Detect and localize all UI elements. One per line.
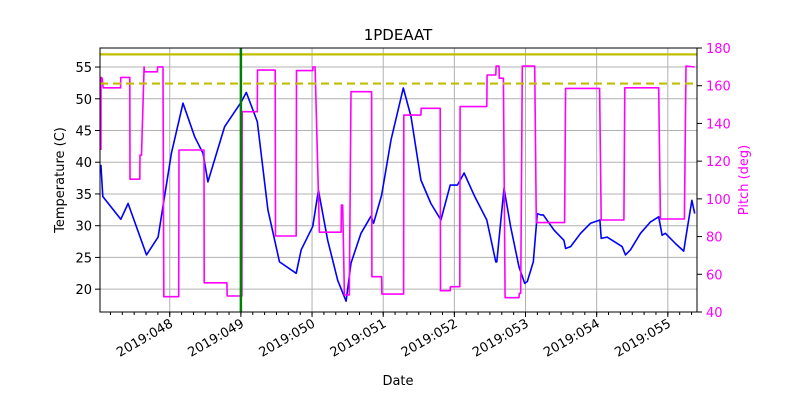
y-tick-label: 35 xyxy=(75,188,92,203)
y2-tick-label: 120 xyxy=(706,155,731,170)
x-tick-label: 2019:054 xyxy=(541,316,602,360)
y2-tick-label: 60 xyxy=(706,268,723,283)
y-tick-label: 45 xyxy=(75,125,92,140)
plot-frame xyxy=(99,47,698,313)
y-tick-label: 55 xyxy=(75,61,92,76)
y2-tick-label: 180 xyxy=(706,42,731,57)
y2-axis-label: Pitch (deg) xyxy=(737,145,752,215)
y2-tick-label: 100 xyxy=(706,193,731,208)
y-tick-label: 30 xyxy=(75,220,92,235)
x-tick-label: 2019:048 xyxy=(114,316,175,360)
y2-tick-label: 140 xyxy=(706,117,731,132)
x-tick-label: 2019:050 xyxy=(257,316,318,360)
temperature-series-line xyxy=(100,87,696,303)
x-axis-label: Date xyxy=(382,374,413,389)
y2-tick-label: 40 xyxy=(706,306,723,321)
y-tick-label: 50 xyxy=(75,93,92,108)
x-tick-label: 2019:053 xyxy=(470,316,531,360)
y-tick-label: 40 xyxy=(75,156,92,171)
y-tick-label: 25 xyxy=(75,251,92,266)
x-tick-label: 2019:052 xyxy=(399,316,460,360)
x-tick-label: 2019:055 xyxy=(612,316,673,360)
y-tick-label: 20 xyxy=(75,283,92,298)
chart-title: 1PDEAAT xyxy=(364,26,433,44)
y2-tick-label: 160 xyxy=(706,80,731,95)
y2-tick-label: 80 xyxy=(706,231,723,246)
x-tick-label: 2019:051 xyxy=(328,316,389,360)
x-tick-label: 2019:049 xyxy=(185,316,246,360)
pitch-series-line xyxy=(100,65,695,299)
y-axis-label: Temperature (C) xyxy=(53,127,68,234)
